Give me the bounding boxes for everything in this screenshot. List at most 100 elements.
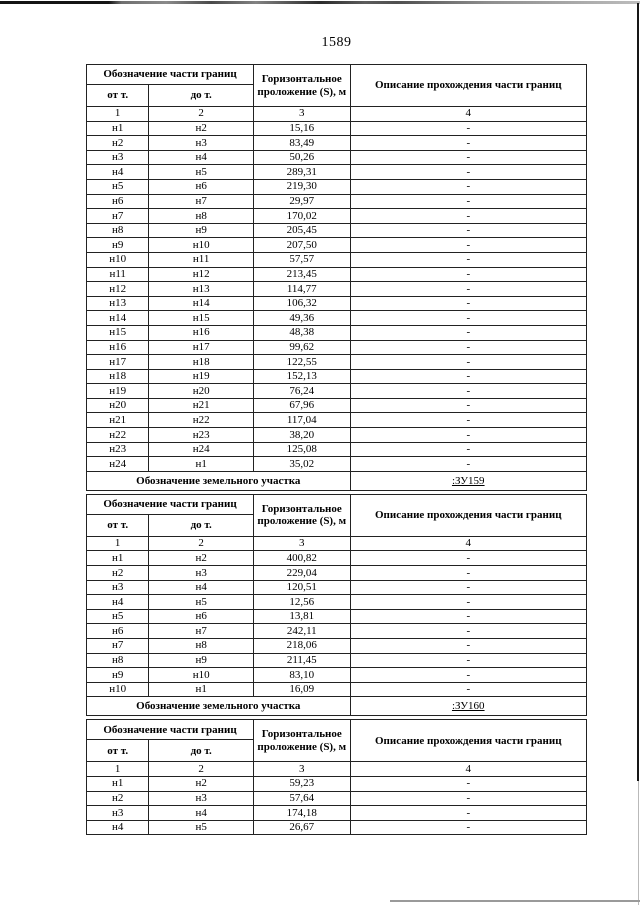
table-cell: н24: [85, 456, 150, 472]
column-number: 1: [85, 106, 150, 122]
table-cell: 152,13: [252, 368, 351, 385]
column-number: 1: [85, 761, 150, 777]
column-number: 1: [85, 535, 150, 552]
table-cell: -: [349, 608, 588, 625]
table-cell: н1: [148, 681, 254, 698]
table-cell: 242,11: [252, 623, 351, 639]
parcel-designation-label: Обозначение земельного участка: [86, 696, 351, 717]
table-cell: -: [349, 339, 588, 356]
table-row: н23 н24 125,08-: [85, 441, 588, 458]
table-cell: н16: [85, 339, 150, 356]
table-cell: н20: [148, 383, 254, 399]
table-cell: н19: [85, 383, 150, 399]
table-cell: н13: [148, 281, 254, 297]
table-row: н4 н5 289,31-: [85, 164, 588, 180]
table-cell: н2: [148, 550, 254, 567]
table-cell: н17: [148, 339, 254, 356]
table-cell: н4: [148, 805, 254, 821]
table-cell: н3: [148, 565, 254, 581]
table-cell: -: [349, 178, 588, 195]
table-cell: н7: [148, 193, 254, 210]
table-cell: н8: [148, 638, 254, 654]
table-row: н5 н6 219,30-: [85, 178, 588, 195]
table-cell: -: [349, 441, 588, 458]
table-cell: -: [349, 775, 588, 792]
table-row: н10 н11 57,57-: [85, 251, 588, 268]
table-row: н24 н1 35,02-: [85, 456, 588, 472]
table-cell: н22: [85, 427, 150, 443]
table-row: н22 н23 38,20-: [85, 427, 588, 443]
table-row: н11 н12 213,45-: [85, 266, 588, 283]
table-cell: 57,64: [252, 790, 351, 807]
parcel-designation-label: Обозначение земельного участка: [86, 470, 351, 491]
table-cell: н8: [85, 222, 150, 239]
table-cell: н10: [148, 237, 254, 253]
scan-artifact-right-edge-faint: [638, 781, 639, 905]
table-row: н6 н7 242,11-: [85, 623, 588, 639]
table-cell: 35,02: [252, 456, 351, 472]
table-cell: н17: [85, 354, 150, 370]
header-horizontal-distance: Горизонтальное проложение (S), м: [252, 64, 351, 107]
table-row: н3 н4 120,51-: [85, 579, 588, 596]
header-to-point: до т.: [148, 84, 254, 107]
header-from-point: от т.: [85, 513, 150, 537]
table-cell: н5: [85, 608, 150, 625]
table-row: н17 н18 122,55-: [85, 354, 588, 370]
table-cell: н14: [148, 295, 254, 312]
column-number: 3: [252, 106, 351, 122]
table-cell: н15: [148, 310, 254, 326]
table-cell: 48,38: [252, 324, 351, 341]
table-cell: 400,82: [252, 550, 351, 567]
header-horizontal-distance: Горизонтальное проложение (S), м: [252, 719, 351, 763]
table-cell: -: [349, 550, 588, 567]
table-cell: н23: [85, 441, 150, 458]
table-cell: 106,32: [252, 295, 351, 312]
table-row: н12 н13 114,77-: [85, 281, 588, 297]
header-from-point: от т.: [85, 84, 150, 107]
table-cell: н10: [85, 251, 150, 268]
header-boundary-parts: Обозначение части границ: [86, 64, 254, 85]
table-cell: 29,97: [252, 193, 351, 210]
table-row: н1 н2 15,16-: [85, 120, 588, 137]
table-row: н1 н2 59,23-: [85, 775, 588, 792]
table-cell: н2: [85, 565, 150, 581]
header-horizontal-distance: Горизонтальное проложение (S), м: [252, 493, 351, 537]
table-cell: н20: [85, 397, 150, 414]
table-cell: -: [349, 565, 588, 581]
table-cell: н21: [148, 397, 254, 414]
header-boundary-parts: Обозначение части границ: [86, 719, 254, 741]
table-cell: н9: [85, 237, 150, 253]
table-cell: н24: [148, 441, 254, 458]
table-cell: 174,18: [252, 805, 351, 821]
table-cell: 76,24: [252, 383, 351, 399]
table-cell: -: [349, 164, 588, 180]
table-cell: н21: [85, 412, 150, 429]
table-row: н21 н22 117,04-: [85, 412, 588, 429]
table-cell: н7: [85, 208, 150, 224]
table-cell: 213,45: [252, 266, 351, 283]
table-cell: н23: [148, 427, 254, 443]
table-cell: н10: [85, 681, 150, 698]
table-cell: 205,45: [252, 222, 351, 239]
table-cell: 15,16: [252, 120, 351, 137]
table-cell: 12,56: [252, 594, 351, 610]
column-number: 2: [148, 761, 254, 777]
table-cell: -: [349, 427, 588, 443]
table-cell: н5: [85, 178, 150, 195]
parcel-designation-value: :ЗУ160: [349, 696, 588, 717]
table-cell: -: [349, 667, 588, 683]
table-cell: н3: [85, 579, 150, 596]
scan-artifact-top-edge: [0, 1, 640, 4]
table-cell: 83,10: [252, 667, 351, 683]
table-cell: н6: [85, 623, 150, 639]
table-cell: н10: [148, 667, 254, 683]
table-row: н2 н3 83,49-: [85, 135, 588, 151]
table-cell: -: [349, 135, 588, 151]
table-cell: -: [349, 120, 588, 137]
column-number: 2: [148, 535, 254, 552]
table-cell: н13: [85, 295, 150, 312]
table-row: н18 н19 152,13-: [85, 368, 588, 385]
table-cell: 49,36: [252, 310, 351, 326]
table-cell: н4: [148, 149, 254, 166]
table-row: н9 н10 83,10-: [85, 667, 588, 683]
